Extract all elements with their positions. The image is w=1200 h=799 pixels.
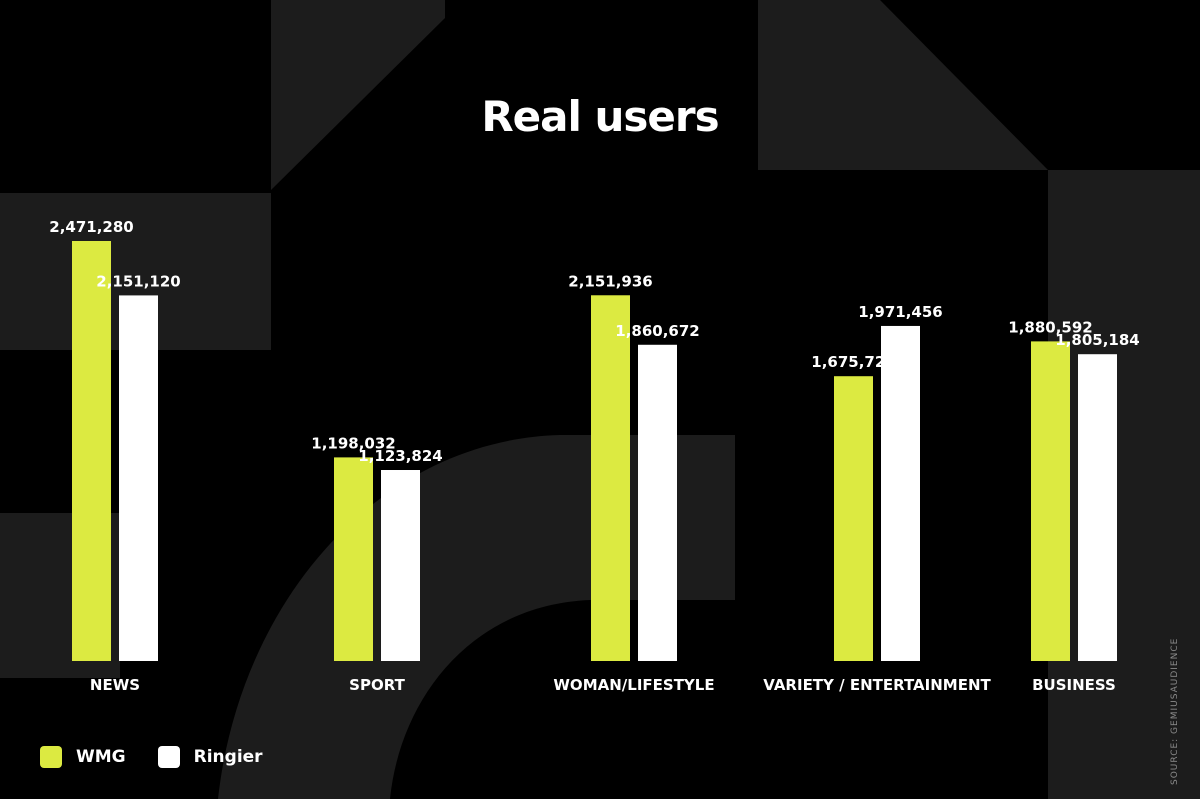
bar-wmg-2 (334, 457, 373, 661)
bar-ringier-2 (381, 470, 420, 661)
bar-ringier-5 (1078, 354, 1117, 661)
data-label-wmg-2: 1,198,032 (311, 434, 395, 452)
legend-swatch-wmg (40, 746, 62, 768)
bar-ringier-1 (119, 295, 158, 661)
data-label-wmg-5: 1,880,592 (1008, 318, 1092, 336)
data-label-wmg-1: 2,471,280 (49, 218, 133, 236)
data-label-ringier-4: 1,971,456 (858, 303, 942, 321)
bar-wmg-1 (72, 241, 111, 661)
data-label-ringier-3: 1,860,672 (615, 322, 699, 340)
category-label-3: WOMAN/LIFESTYLE (553, 676, 714, 694)
bar-wmg-4 (834, 376, 873, 661)
bar-ringier-3 (638, 344, 677, 661)
legend-swatch-ringier (157, 746, 180, 768)
data-label-wmg-4: 1,675,728 (811, 353, 895, 371)
legend-label-wmg: WMG (76, 747, 126, 767)
category-label-2: SPORT (349, 676, 405, 694)
data-label-ringier-5: 1,805,184 (1055, 331, 1139, 349)
bar-wmg-3 (591, 295, 630, 661)
legend: WMG Ringier (40, 746, 295, 768)
data-label-ringier-1: 2,151,120 (96, 272, 180, 290)
data-label-ringier-2: 1,123,824 (358, 447, 442, 465)
bar-chart: 2,471,280 2,151,120 NEWS 1,198,0321,123,824… (49, 218, 1139, 694)
bar-ringier-4 (881, 325, 920, 661)
legend-item-ringier: Ringier (157, 746, 263, 768)
chart-title: Real users (481, 92, 719, 141)
legend-item-wmg: WMG (40, 746, 126, 768)
source-note: SOURCE: GEMIUSAUDIENCE (1170, 637, 1180, 785)
category-label-4: VARIETY / ENTERTAINMENT (763, 676, 991, 694)
bar-wmg-5 (1031, 341, 1070, 661)
data-label-wmg-3: 2,151,936 (568, 272, 652, 290)
category-label-5: BUSINESS (1032, 676, 1116, 694)
category-label-1: NEWS (90, 676, 140, 694)
legend-label-ringier: Ringier (193, 747, 263, 767)
